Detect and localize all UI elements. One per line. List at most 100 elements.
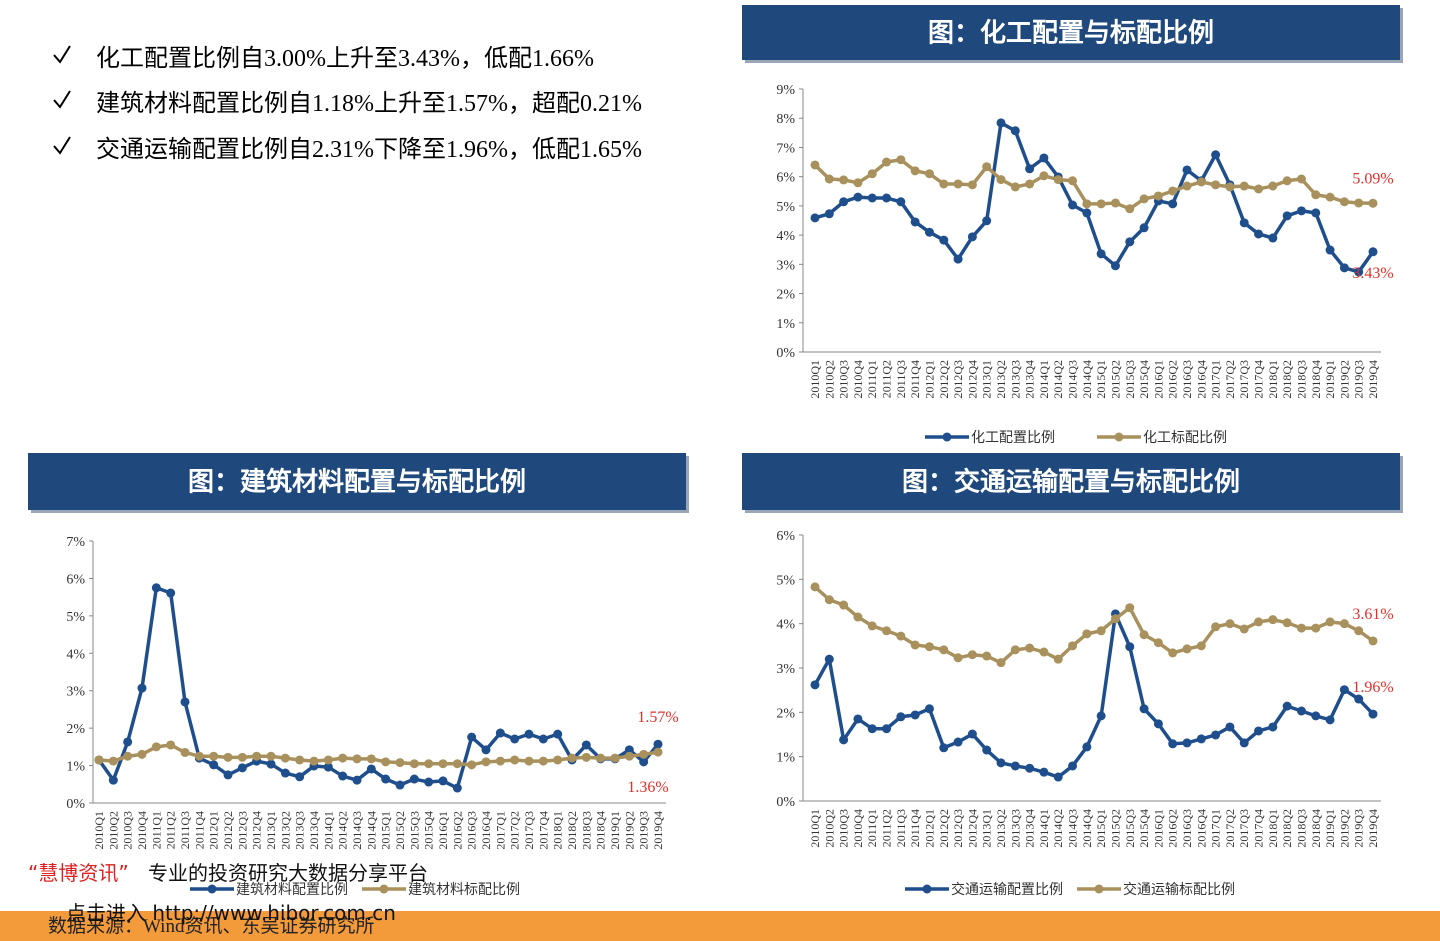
data-point [1268, 181, 1278, 191]
y-tick-label: 3% [776, 258, 795, 273]
data-point [1339, 619, 1349, 629]
data-point [166, 588, 176, 598]
x-tick-label: 2013Q2 [994, 809, 1008, 848]
data-point [352, 775, 362, 785]
data-point [1053, 175, 1063, 185]
data-point [1025, 179, 1035, 189]
data-point [867, 724, 877, 734]
data-point [538, 756, 548, 766]
y-tick-label: 6% [776, 171, 795, 186]
x-tick-label: 2016Q3 [465, 811, 479, 850]
data-point [180, 747, 190, 757]
data-point [1239, 218, 1249, 228]
x-tick-label: 2015Q2 [1108, 809, 1122, 848]
data-point [924, 642, 934, 652]
data-point [1325, 715, 1335, 725]
data-point [1211, 150, 1221, 160]
data-point [366, 754, 376, 764]
data-point [1225, 619, 1235, 629]
x-tick-label: 2013Q3 [1008, 809, 1022, 848]
y-tick-label: 0% [776, 346, 795, 361]
data-point [1125, 237, 1135, 247]
legend-swatch [922, 884, 932, 894]
data-point [839, 197, 849, 207]
data-point [924, 227, 934, 237]
data-point [810, 582, 820, 592]
y-tick-label: 7% [66, 535, 85, 550]
data-point [524, 756, 534, 766]
data-point [882, 193, 892, 203]
data-point [653, 747, 663, 757]
chart-title: 图：交通运输配置与标配比例 [902, 467, 1240, 498]
data-point [209, 751, 219, 761]
data-point [1025, 763, 1035, 773]
x-tick-label: 2012Q2 [937, 809, 951, 848]
value-label: 1.96% [1352, 679, 1393, 696]
x-tick-label: 2013Q1 [980, 360, 994, 399]
x-tick-label: 2014Q3 [1066, 809, 1080, 848]
data-point [1368, 636, 1378, 646]
data-point [395, 780, 405, 790]
x-tick-label: 2010Q2 [822, 360, 836, 399]
x-tick-label: 2014Q4 [1080, 360, 1094, 399]
data-point [1082, 742, 1092, 752]
bullet-text: 化工配置比例自3.00%上升至3.43%，低配1.66% [96, 45, 594, 72]
data-point [1339, 197, 1349, 207]
data-point [1068, 176, 1078, 186]
data-point [1325, 245, 1335, 255]
x-tick-label: 2016Q2 [1166, 809, 1180, 848]
x-tick-label: 2018Q3 [1294, 809, 1308, 848]
data-point [1039, 171, 1049, 181]
x-tick-label: 2015Q1 [1094, 360, 1108, 399]
x-tick-label: 2011Q3 [178, 811, 192, 849]
chart-header [742, 453, 1400, 510]
x-tick-label: 2016Q4 [479, 811, 493, 850]
data-point [1268, 233, 1278, 243]
data-point [323, 755, 333, 765]
data-point [1211, 730, 1221, 740]
data-point [1168, 648, 1178, 658]
data-point [1296, 706, 1306, 716]
x-tick-label: 2012Q3 [951, 809, 965, 848]
data-point [1053, 772, 1063, 782]
data-point [223, 752, 233, 762]
data-point [839, 175, 849, 185]
x-tick-label: 2013Q3 [293, 811, 307, 850]
legend-swatch [379, 884, 389, 894]
x-tick-label: 2011Q2 [164, 811, 178, 849]
data-point [1068, 761, 1078, 771]
data-point [1311, 623, 1321, 633]
data-point [1082, 208, 1092, 218]
x-tick-label: 2019Q4 [1366, 360, 1380, 399]
y-tick-label: 4% [776, 618, 795, 633]
x-tick-label: 2010Q2 [822, 809, 836, 848]
x-tick-label: 2019Q4 [1366, 809, 1380, 848]
data-point [896, 197, 906, 207]
x-tick-label: 2016Q2 [1166, 360, 1180, 399]
data-point [982, 651, 992, 661]
x-tick-label: 2012Q3 [235, 811, 249, 850]
data-point [867, 621, 877, 631]
x-tick-label: 2018Q4 [1309, 360, 1323, 399]
data-point [438, 759, 448, 769]
data-point [1182, 644, 1192, 654]
data-point [967, 729, 977, 739]
chart-title: 图：化工配置与标配比例 [928, 19, 1214, 49]
data-point [381, 757, 391, 767]
x-tick-label: 2012Q1 [922, 809, 936, 848]
y-tick-label: 3% [66, 685, 85, 700]
data-point [1039, 153, 1049, 163]
check-icon [53, 45, 71, 64]
data-point [409, 759, 419, 769]
data-point [1311, 190, 1321, 200]
data-point [1211, 622, 1221, 632]
data-point [123, 751, 133, 761]
data-point [295, 755, 305, 765]
data-point [1254, 726, 1264, 736]
data-point [939, 645, 949, 655]
data-point [1068, 200, 1078, 210]
x-tick-label: 2010Q1 [808, 360, 822, 399]
x-tick-label: 2011Q1 [865, 809, 879, 847]
data-point [1311, 208, 1321, 218]
y-tick-label: 4% [66, 647, 85, 662]
